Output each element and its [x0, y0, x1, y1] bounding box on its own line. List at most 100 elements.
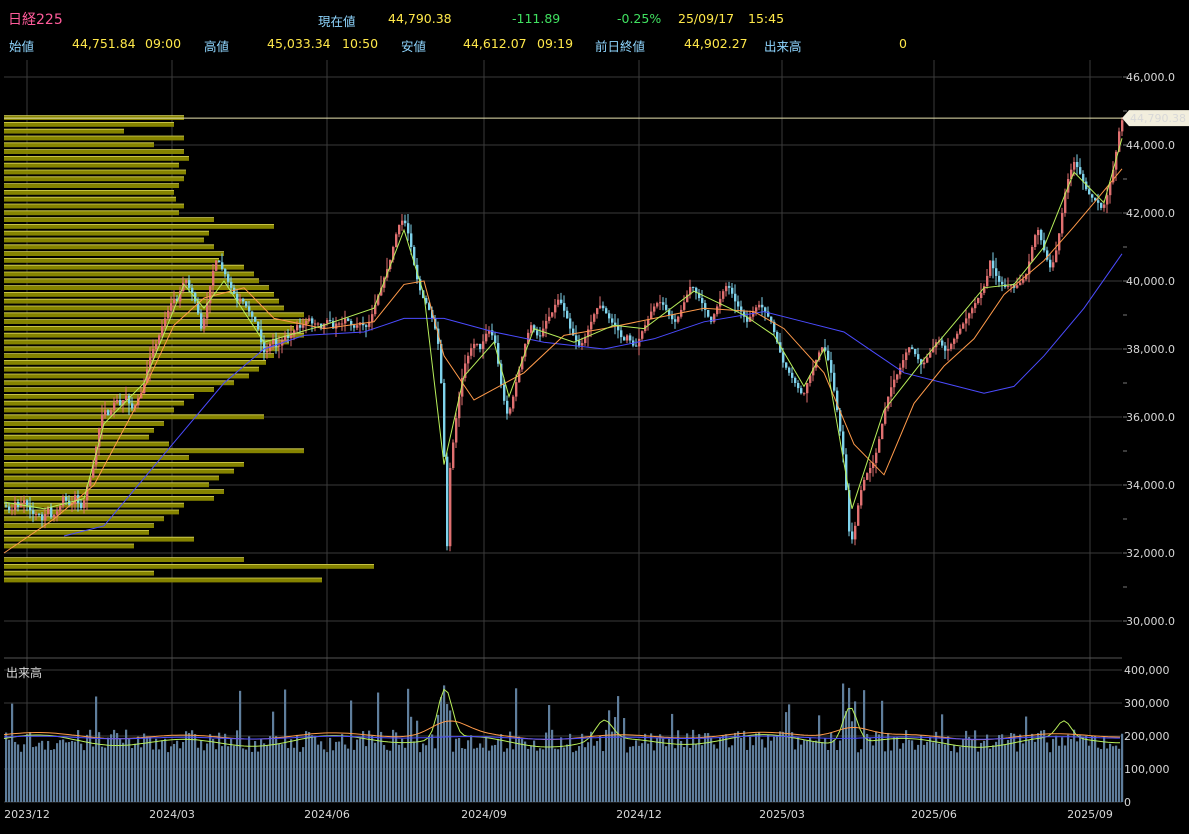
volume-bar	[326, 752, 329, 802]
volume-bar	[515, 688, 518, 802]
volume-bar	[887, 732, 890, 802]
candle-body	[62, 496, 65, 506]
candle-body	[506, 400, 509, 414]
volume-bar	[605, 729, 608, 802]
candle-body	[893, 379, 896, 388]
volume-bar	[1091, 735, 1094, 802]
candle-body	[56, 511, 59, 515]
volume-bar	[560, 737, 563, 802]
volume-profile-bar	[4, 156, 189, 161]
volume-bar	[44, 749, 47, 802]
volume-bar	[134, 743, 137, 802]
volume-bar	[992, 745, 995, 802]
volume-bar	[380, 731, 383, 802]
volume-tick-label: 400,000	[1124, 664, 1170, 677]
volume-bar	[935, 731, 938, 802]
candle-body	[350, 320, 353, 326]
candle-body	[974, 303, 977, 309]
prev-close-value: 44,902.27	[684, 36, 748, 51]
candle-body	[365, 325, 368, 327]
volume-bar	[683, 746, 686, 802]
volume-bar	[602, 751, 605, 802]
candle-body	[794, 377, 797, 383]
volume-bar	[590, 731, 593, 802]
candle-body	[248, 306, 251, 312]
candle-body	[83, 500, 86, 508]
volume-bar	[1055, 735, 1058, 802]
candle-body	[788, 367, 791, 373]
volume-bar	[692, 729, 695, 802]
volume-bar	[623, 718, 626, 802]
candle-body	[836, 390, 839, 411]
candle-body	[665, 304, 668, 310]
candle-body	[119, 400, 122, 406]
volume-bar	[257, 751, 260, 802]
candle-body	[500, 363, 503, 385]
volume-bar	[656, 737, 659, 802]
candle-body	[1034, 235, 1037, 247]
volume-ma-short	[3, 688, 1121, 748]
volume-bar	[698, 734, 701, 802]
candle-body	[764, 307, 767, 312]
candle-body	[446, 456, 449, 547]
candle-body	[368, 321, 371, 327]
x-tick-label: 2024/09	[461, 808, 507, 821]
volume-bar	[950, 751, 953, 802]
candle-body	[290, 335, 293, 338]
volume-bar	[416, 720, 419, 802]
candle-body	[65, 496, 68, 501]
volume-bar	[725, 734, 728, 802]
candle-body	[464, 363, 467, 378]
volume-bar	[65, 742, 68, 802]
candle-body	[710, 316, 713, 322]
volume-bar	[167, 752, 170, 802]
volume-profile-bar	[4, 129, 124, 134]
volume-bar	[20, 751, 23, 802]
volume-bar	[389, 750, 392, 802]
volume-profile-bar	[4, 462, 244, 467]
x-tick-label: 2023/12	[4, 808, 50, 821]
candle-body	[923, 362, 926, 365]
candle-body	[98, 428, 101, 447]
volume-profile-bar	[4, 170, 186, 175]
candle-body	[716, 306, 719, 315]
candle-body	[905, 352, 908, 361]
volume-bar	[833, 739, 836, 802]
volume-bar	[221, 746, 224, 802]
candle-body	[734, 293, 737, 302]
volume-profile-bar	[4, 489, 224, 494]
candle-body	[650, 311, 653, 320]
volume-bar	[122, 742, 125, 802]
volume-bar	[581, 733, 584, 802]
candle-body	[44, 513, 47, 521]
volume-bar	[290, 739, 293, 802]
candle-body	[662, 302, 665, 305]
candle-body	[371, 314, 374, 322]
volume-bar	[143, 733, 146, 802]
volume-bar	[239, 690, 242, 802]
candle-body	[275, 338, 278, 347]
price-tick-label: 32,000.0	[1126, 547, 1175, 560]
candle-body	[404, 220, 407, 224]
candle-body	[989, 260, 992, 276]
volume-bar	[251, 751, 254, 802]
candle-body	[323, 323, 326, 329]
volume-profile-bar	[4, 149, 184, 154]
candle-body	[755, 307, 758, 312]
volume-profile-bar	[4, 353, 274, 358]
candle-body	[398, 224, 401, 235]
candle-body	[659, 302, 662, 304]
candle-body	[1040, 230, 1043, 241]
candle-body	[1058, 233, 1061, 251]
x-tick-label: 2025/09	[1067, 808, 1113, 821]
volume-bar	[740, 737, 743, 802]
volume-bar	[836, 750, 839, 802]
volume-bar	[572, 752, 575, 802]
candle-body	[317, 323, 320, 325]
volume-bar	[77, 730, 80, 802]
candle-body	[953, 338, 956, 344]
volume-value: 0	[899, 36, 907, 51]
candle-body	[620, 330, 623, 338]
volume-bar	[797, 737, 800, 802]
